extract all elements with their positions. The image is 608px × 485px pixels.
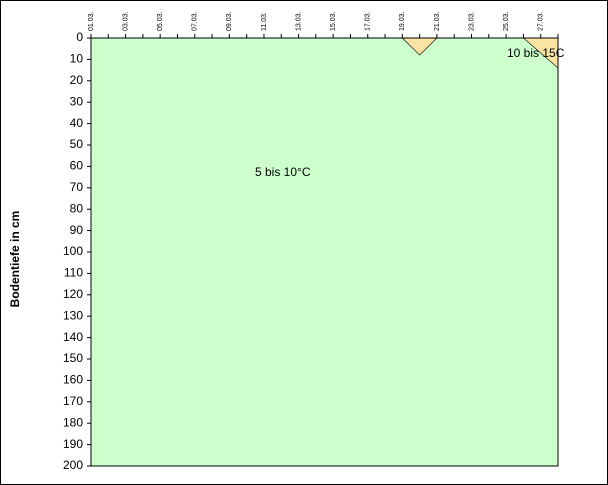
- y-tick-label: 20: [70, 73, 84, 87]
- y-tick-label: 160: [63, 373, 83, 387]
- y-tick-label: 60: [70, 159, 84, 173]
- x-tick-label: 17.03.: [365, 11, 372, 31]
- y-tick-label: 100: [63, 244, 83, 258]
- y-tick-label: 110: [64, 266, 83, 280]
- y-tick-label: 200: [63, 458, 83, 472]
- x-tick-label: 21.03.: [434, 11, 441, 31]
- y-tick-label: 90: [70, 223, 84, 237]
- y-tick-label: 140: [63, 330, 83, 344]
- y-tick-label: 120: [63, 287, 83, 301]
- x-tick-label: 05.03.: [157, 11, 164, 31]
- y-axis-label: Bodentiefe in cm: [8, 211, 22, 308]
- x-tick-label: 09.03.: [226, 11, 233, 31]
- y-tick-label: 80: [70, 201, 84, 215]
- x-tick-label: 19.03.: [399, 11, 406, 31]
- x-tick-label: 27.03.: [538, 11, 545, 31]
- y-tick-label: 10: [70, 52, 84, 66]
- x-tick-label: 03.03.: [122, 11, 129, 31]
- x-tick-label: 11.03.: [261, 12, 268, 31]
- y-tick-label: 0: [76, 30, 83, 44]
- y-tick-label: 190: [63, 437, 83, 451]
- x-tick-label: 07.03.: [192, 11, 199, 31]
- y-tick-label: 40: [70, 116, 84, 130]
- y-tick-label: 30: [70, 94, 84, 108]
- x-tick-label: 25.03.: [503, 11, 510, 31]
- y-tick-label: 70: [70, 180, 84, 194]
- y-tick-label: 150: [63, 351, 83, 365]
- y-tick-label: 180: [63, 415, 83, 429]
- y-tick-label: 50: [70, 137, 84, 151]
- plot-area: [91, 38, 558, 466]
- y-tick-label: 130: [63, 308, 83, 322]
- x-tick-label: 15.03.: [330, 11, 337, 31]
- x-tick-label: 23.03.: [468, 11, 475, 31]
- y-tick-label: 170: [63, 394, 83, 408]
- x-tick-label: 13.03.: [295, 11, 302, 31]
- annotation: 5 bis 10°C: [255, 165, 311, 179]
- annotation: 10 bis 15C: [507, 46, 565, 60]
- x-tick-label: 01.03.: [88, 11, 95, 31]
